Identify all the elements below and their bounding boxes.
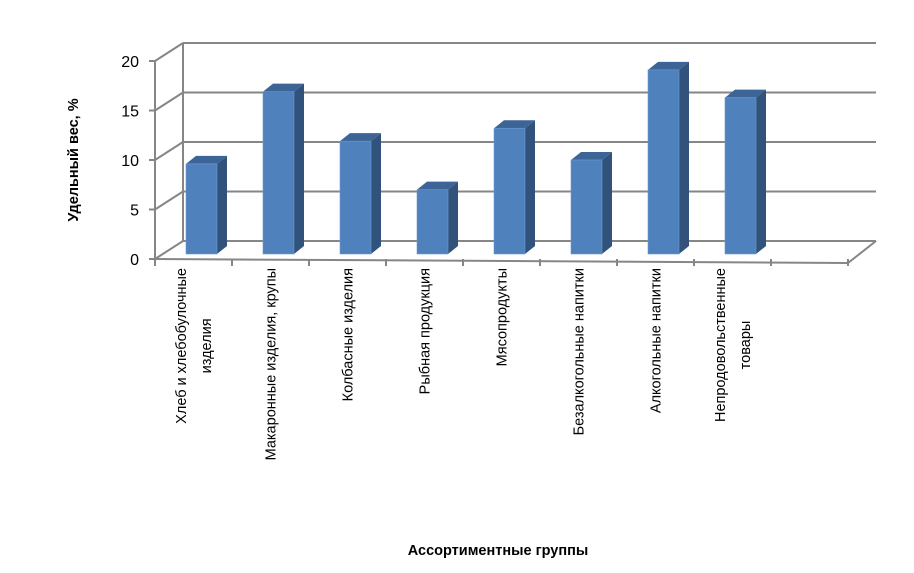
category-label: товары: [738, 321, 754, 370]
bar-front: [185, 163, 218, 255]
y-tick-label: 20: [121, 54, 139, 71]
bar-front: [493, 127, 526, 255]
category-label: Колбасные изделия: [341, 268, 357, 401]
bar: [493, 120, 535, 255]
bar-front: [647, 69, 680, 255]
bar-side: [294, 83, 304, 254]
category-label: Алкогольные напитки: [649, 268, 665, 413]
category-label: Рыбная продукция: [418, 268, 434, 394]
bar-front: [339, 140, 372, 255]
floor-edge: [847, 240, 877, 264]
bar-side: [525, 120, 535, 255]
bar-front: [262, 91, 295, 255]
y-axis-title: Удельный вес, %: [66, 98, 82, 221]
bar-front: [416, 189, 449, 255]
gridline-diagonal: [154, 42, 184, 62]
category-label: Мясопродукты: [495, 268, 511, 366]
category-label: Хлеб и хлебобулочные: [174, 268, 190, 424]
category-label: Макаронные изделия, крупы: [264, 268, 280, 460]
bar-top: [648, 61, 689, 70]
y-tick-label: 10: [121, 153, 139, 170]
category-label: изделия: [199, 318, 215, 373]
x-axis-title: Ассортиментные группы: [408, 543, 589, 559]
y-tick-label: 5: [130, 203, 139, 220]
bar: [724, 89, 766, 255]
x-axis: [154, 258, 849, 264]
bar-front: [724, 97, 757, 255]
bar-top: [571, 151, 612, 160]
bar-side: [679, 61, 689, 254]
bars: [185, 61, 766, 255]
bar-top: [340, 133, 381, 142]
bar-side: [448, 181, 458, 254]
bar-side: [217, 155, 227, 254]
y-tick-label: 15: [121, 104, 139, 121]
gridline-diagonal: [154, 190, 184, 211]
bar-top: [417, 181, 458, 190]
bar: [339, 133, 381, 255]
gridline-diagonal: [154, 91, 184, 112]
category-label: Непродовольственные: [713, 268, 729, 422]
category-labels: Хлеб и хлебобулочные изделия Макаронные из…: [174, 268, 754, 460]
axes: [149, 43, 877, 266]
gridline-diagonal: [154, 240, 184, 260]
bar: [185, 155, 227, 255]
gridline-diagonal: [154, 141, 184, 161]
bar-side: [371, 133, 381, 254]
bar-front: [570, 159, 603, 255]
bar-top: [494, 120, 535, 129]
bar-top: [263, 83, 304, 92]
y-tick-labels: 0 5 10 15 20: [121, 54, 139, 269]
bar-top: [725, 89, 766, 98]
bar-top: [186, 155, 227, 164]
bar: [570, 151, 612, 255]
bar: [262, 83, 304, 255]
bar-side: [602, 151, 612, 254]
category-label: Безалкогольные напитки: [572, 268, 588, 435]
bar: [416, 181, 458, 255]
y-tick-label: 0: [130, 252, 139, 269]
bar-side: [756, 89, 766, 254]
bar: [647, 61, 689, 255]
